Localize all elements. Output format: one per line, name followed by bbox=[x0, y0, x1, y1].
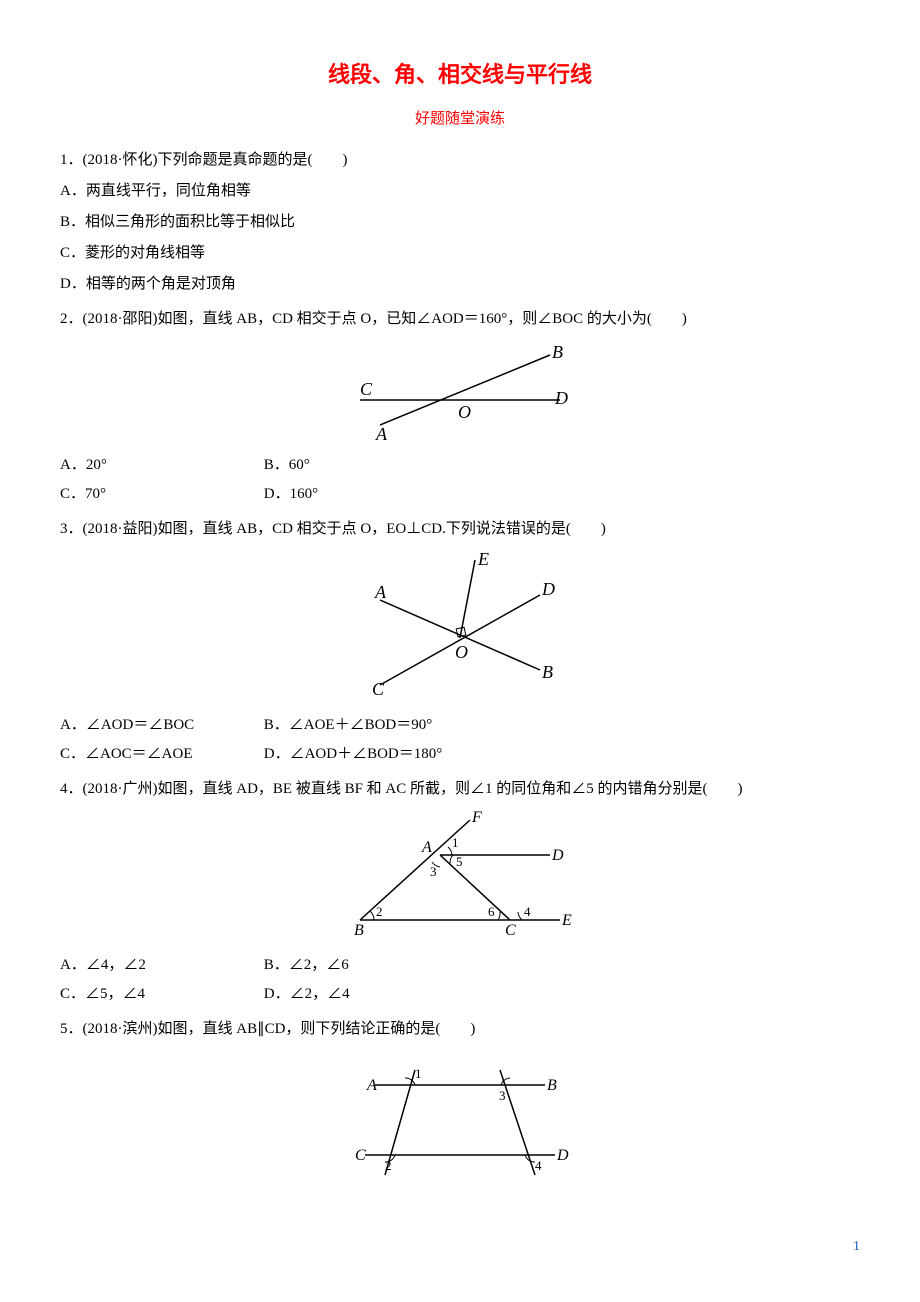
fig5-label-2: 2 bbox=[385, 1158, 392, 1173]
fig4-label-e: E bbox=[561, 912, 572, 929]
fig3-label-e: E bbox=[477, 550, 489, 569]
q2-num: 2 bbox=[60, 311, 68, 327]
q4-num: 4 bbox=[60, 781, 68, 797]
q2-opt-c: C．70° bbox=[60, 484, 260, 505]
q1-options: A．两直线平行，同位角相等 B．相似三角形的面积比等于相似比 C．菱形的对角线相… bbox=[60, 181, 860, 295]
fig4-label-f: F bbox=[471, 810, 482, 826]
q3-opt-a: A．∠AOD＝∠BOC bbox=[60, 715, 260, 736]
q4-options-row2: C．∠5，∠4 D．∠2，∠4 bbox=[60, 984, 860, 1005]
q4-opt-c: C．∠5，∠4 bbox=[60, 984, 260, 1005]
q1-opt-a: A．两直线平行，同位角相等 bbox=[60, 181, 860, 202]
q4-opt-d: D．∠2，∠4 bbox=[264, 984, 464, 1005]
q4-options-row1: A．∠4，∠2 B．∠2，∠6 bbox=[60, 955, 860, 976]
q1-opt-c: C．菱形的对角线相等 bbox=[60, 243, 860, 264]
fig2-label-c: C bbox=[360, 379, 373, 399]
q3-opt-d: D．∠AOD＋∠BOD＝180° bbox=[264, 744, 464, 765]
fig2-label-d: D bbox=[554, 388, 568, 408]
fig2-label-o: O bbox=[458, 402, 471, 422]
question-1: 1．(2018·怀化)下列命题是真命题的是( ) bbox=[60, 150, 860, 171]
q3-opt-c: C．∠AOC＝∠AOE bbox=[60, 744, 260, 765]
fig4-label-5: 5 bbox=[456, 854, 463, 869]
fig3-label-b: B bbox=[542, 662, 553, 682]
fig5-label-3: 3 bbox=[499, 1088, 506, 1103]
q2-opt-a: A．20° bbox=[60, 455, 260, 476]
fig5-label-c: C bbox=[355, 1147, 366, 1164]
fig3-label-c: C bbox=[372, 679, 385, 699]
q2-options-row1: A．20° B．60° bbox=[60, 455, 860, 476]
fig4-label-c: C bbox=[505, 922, 516, 939]
fig2-label-b: B bbox=[552, 342, 563, 362]
fig4-label-4: 4 bbox=[524, 904, 531, 919]
figure-5: A B C D 1 2 3 4 bbox=[60, 1050, 860, 1197]
q1-num: 1 bbox=[60, 152, 68, 168]
fig3-label-a: A bbox=[374, 582, 387, 602]
q5-stem: ．(2018·滨州)如图，直线 AB∥CD，则下列结论正确的是( ) bbox=[68, 1021, 476, 1037]
page-number: 1 bbox=[60, 1237, 860, 1257]
figure-4: A B C D E F 1 2 3 4 5 6 bbox=[60, 810, 860, 947]
document-title: 线段、角、相交线与平行线 bbox=[60, 60, 860, 91]
document-subtitle: 好题随堂演练 bbox=[60, 109, 860, 130]
fig4-label-3: 3 bbox=[430, 864, 437, 879]
fig4-label-1: 1 bbox=[452, 835, 459, 850]
fig5-label-4: 4 bbox=[535, 1158, 542, 1173]
fig5-label-b: B bbox=[547, 1077, 557, 1094]
q2-opt-d: D．160° bbox=[264, 484, 464, 505]
q2-options-row2: C．70° D．160° bbox=[60, 484, 860, 505]
q3-options-row1: A．∠AOD＝∠BOC B．∠AOE＋∠BOD＝90° bbox=[60, 715, 860, 736]
fig5-label-d: D bbox=[556, 1147, 569, 1164]
figure-3: A B C D E O bbox=[60, 550, 860, 707]
fig3-label-d: D bbox=[541, 579, 555, 599]
q2-stem: ．(2018·邵阳)如图，直线 AB，CD 相交于点 O，已知∠AOD＝160°… bbox=[68, 311, 687, 327]
question-2: 2．(2018·邵阳)如图，直线 AB，CD 相交于点 O，已知∠AOD＝160… bbox=[60, 309, 860, 330]
fig4-label-d: D bbox=[551, 847, 564, 864]
question-3: 3．(2018·益阳)如图，直线 AB，CD 相交于点 O，EO⊥CD.下列说法… bbox=[60, 519, 860, 540]
question-5: 5．(2018·滨州)如图，直线 AB∥CD，则下列结论正确的是( ) bbox=[60, 1019, 860, 1040]
q2-opt-b: B．60° bbox=[264, 455, 464, 476]
q5-num: 5 bbox=[60, 1021, 68, 1037]
q3-num: 3 bbox=[60, 521, 68, 537]
q3-options-row2: C．∠AOC＝∠AOE D．∠AOD＋∠BOD＝180° bbox=[60, 744, 860, 765]
fig5-label-1: 1 bbox=[415, 1066, 422, 1081]
q3-stem: ．(2018·益阳)如图，直线 AB，CD 相交于点 O，EO⊥CD.下列说法错… bbox=[68, 521, 606, 537]
q1-opt-d: D．相等的两个角是对顶角 bbox=[60, 274, 860, 295]
fig2-label-a: A bbox=[375, 424, 388, 440]
q1-stem: ．(2018·怀化)下列命题是真命题的是( ) bbox=[68, 152, 348, 168]
q4-opt-b: B．∠2，∠6 bbox=[264, 955, 464, 976]
fig5-label-a: A bbox=[366, 1077, 377, 1094]
q4-stem: ．(2018·广州)如图，直线 AD，BE 被直线 BF 和 AC 所截，则∠1… bbox=[68, 781, 743, 797]
q4-opt-a: A．∠4，∠2 bbox=[60, 955, 260, 976]
fig4-label-6: 6 bbox=[488, 904, 495, 919]
figure-2: C D A B O bbox=[60, 340, 860, 447]
q3-opt-b: B．∠AOE＋∠BOD＝90° bbox=[264, 715, 464, 736]
fig4-label-b: B bbox=[354, 922, 364, 939]
q1-opt-b: B．相似三角形的面积比等于相似比 bbox=[60, 212, 860, 233]
fig3-label-o: O bbox=[455, 642, 468, 662]
fig4-label-a: A bbox=[421, 839, 432, 856]
fig4-label-2: 2 bbox=[376, 904, 383, 919]
question-4: 4．(2018·广州)如图，直线 AD，BE 被直线 BF 和 AC 所截，则∠… bbox=[60, 779, 860, 800]
